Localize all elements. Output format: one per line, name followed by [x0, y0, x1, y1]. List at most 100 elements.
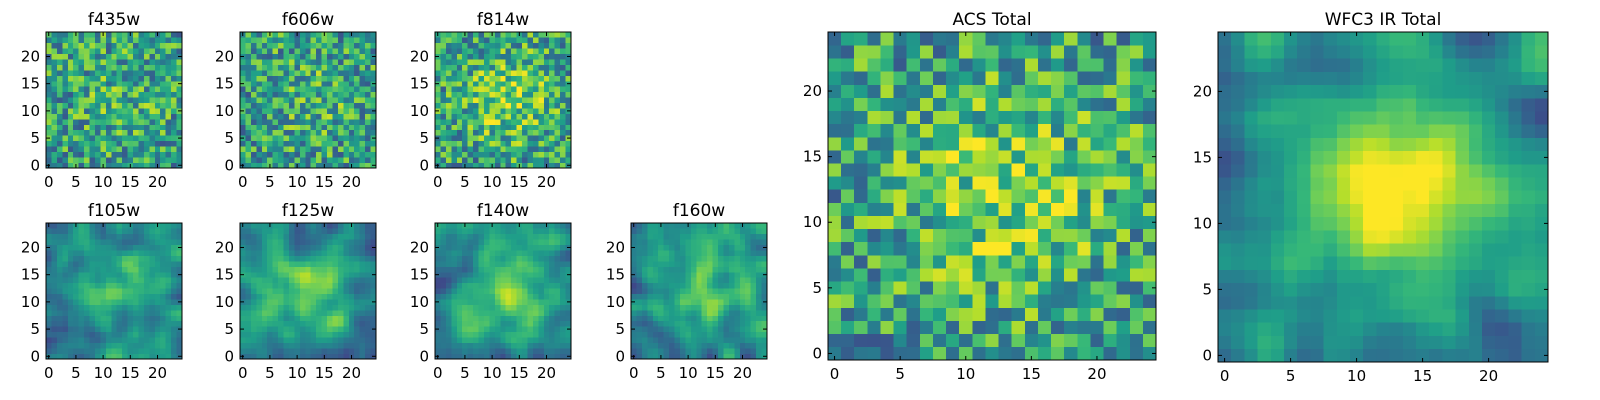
heatmap-cell [310, 277, 317, 284]
heatmap-cell [67, 299, 74, 305]
heatmap-cell [527, 271, 534, 278]
heatmap-cell [348, 293, 355, 300]
heatmap-cell [1037, 163, 1052, 177]
heatmap-cell [245, 108, 252, 114]
heatmap-cell [116, 310, 123, 316]
heatmap-cell [67, 326, 74, 333]
heatmap-cell [445, 337, 452, 343]
heatmap-cell [696, 250, 703, 256]
heatmap-cell [543, 124, 550, 131]
heatmap-cell [310, 119, 317, 125]
heatmap-cell [365, 348, 371, 354]
heatmap-cell [669, 331, 675, 338]
heatmap-cell [972, 294, 986, 308]
heatmap-cell [828, 150, 842, 164]
heatmap-cell [171, 304, 177, 311]
heatmap-cell [919, 268, 934, 282]
heatmap-cell [867, 268, 881, 282]
heatmap-cell [122, 102, 128, 109]
heatmap-cell [647, 342, 654, 349]
heatmap-cell [240, 282, 246, 289]
heatmap-cell [327, 282, 333, 289]
heatmap-cell [932, 320, 947, 335]
heatmap-cell [138, 135, 145, 142]
heatmap-cell [149, 320, 156, 327]
heatmap-cell [294, 293, 301, 300]
heatmap-cell [543, 157, 550, 163]
heatmap-cell [100, 299, 107, 305]
heatmap-cell [440, 353, 447, 360]
heatmap-cell [78, 266, 85, 273]
heatmap-cell [160, 119, 166, 125]
heatmap-cell [451, 326, 458, 333]
heatmap-cell [272, 223, 279, 229]
heatmap-cell [370, 255, 377, 262]
heatmap-cell [658, 299, 664, 305]
x-tick-label: 5 [71, 173, 81, 191]
heatmap-cell [707, 239, 713, 246]
heatmap-cell [456, 59, 463, 65]
heatmap-cell [494, 299, 501, 305]
heatmap-cell [505, 261, 512, 267]
heatmap-cell [89, 310, 96, 316]
heatmap-cell [256, 135, 263, 142]
heatmap-cell [116, 37, 123, 44]
heatmap-cell [532, 293, 539, 300]
heatmap-cell [250, 42, 257, 49]
heatmap-cell [435, 124, 441, 131]
heatmap-cell [143, 53, 150, 60]
heatmap-cell [133, 288, 139, 295]
heatmap-cell [272, 255, 279, 262]
heatmap-cell [728, 271, 735, 278]
heatmap-cell [712, 288, 719, 295]
heatmap-cell [283, 282, 290, 289]
heatmap-cell [327, 102, 333, 109]
heatmap-cell [522, 348, 528, 354]
heatmap-cell [143, 277, 150, 284]
heatmap-cell [565, 342, 572, 349]
heatmap-cell [462, 75, 468, 82]
heatmap-cell [652, 331, 659, 338]
heatmap-cell [299, 299, 306, 305]
heatmap-cell [365, 64, 371, 71]
heatmap-cell [343, 233, 350, 240]
heatmap-cell [256, 228, 263, 235]
heatmap-cell [669, 353, 675, 360]
heatmap-cell [122, 342, 128, 349]
heatmap-cell [133, 326, 139, 333]
heatmap-cell [51, 157, 58, 163]
heatmap-cell [73, 102, 79, 109]
heatmap-cell [462, 80, 468, 87]
heatmap-cell [527, 86, 534, 93]
heatmap-cell [100, 135, 107, 142]
heatmap-cell [272, 342, 279, 349]
heatmap-cell [756, 239, 762, 246]
heatmap-cell [332, 146, 339, 152]
heatmap-cell [679, 244, 686, 251]
heatmap-cell [127, 315, 134, 322]
heatmap-cell [1116, 294, 1131, 308]
heatmap-cell [171, 140, 177, 147]
heatmap-cell [256, 304, 263, 311]
heatmap-cell [365, 108, 371, 114]
heatmap-cell [111, 80, 118, 87]
heatmap-cell [256, 271, 263, 278]
heatmap-cell [127, 59, 134, 65]
heatmap-cell [73, 288, 79, 295]
heatmap-cell [549, 59, 555, 65]
heatmap-cell [560, 129, 566, 136]
heatmap-cell [105, 353, 112, 360]
heatmap-cell [723, 266, 730, 273]
heatmap-cell [138, 255, 145, 262]
heatmap-cell [348, 233, 355, 240]
heatmap-cell [707, 310, 713, 316]
heatmap-cell [1129, 255, 1144, 269]
heatmap-cell [669, 310, 675, 316]
heatmap-cell [348, 157, 355, 163]
heatmap-cell [294, 250, 301, 256]
heatmap-cell [532, 342, 539, 349]
heatmap-cell [94, 288, 101, 295]
heatmap-cell [359, 151, 366, 158]
heatmap-cell [78, 70, 85, 76]
heatmap-cell [701, 250, 708, 256]
